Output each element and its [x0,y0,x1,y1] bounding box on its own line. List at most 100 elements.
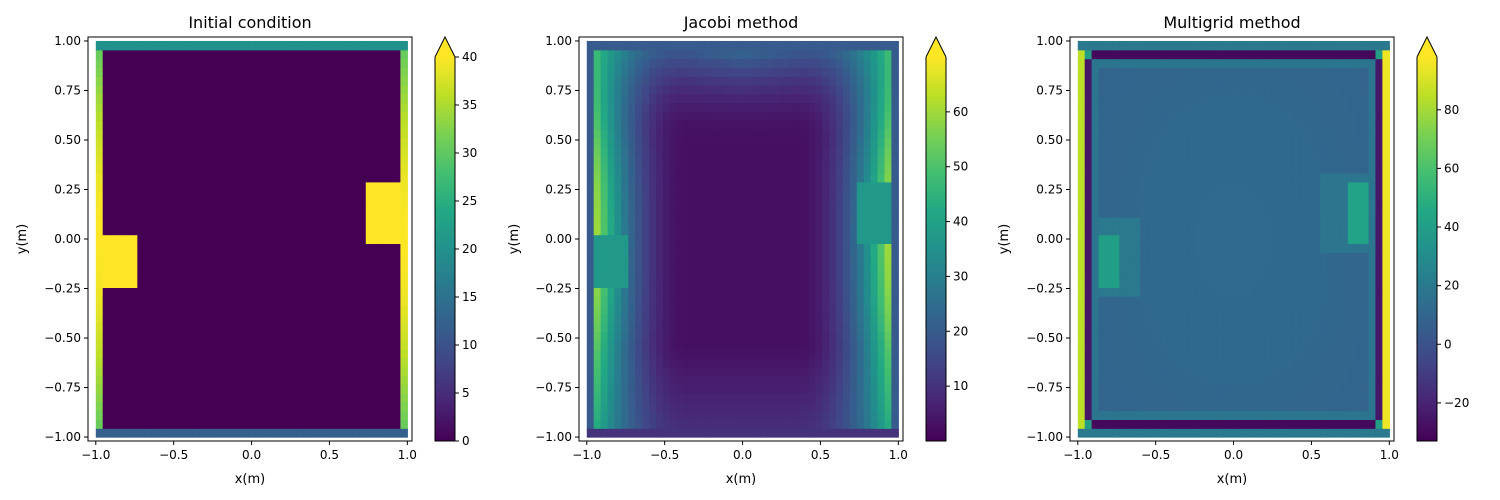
heatmap-cell [275,410,284,421]
heatmap-cell [891,102,899,112]
heatmap-cell [1119,313,1127,324]
heatmap-cell [822,84,830,95]
heatmap-cell [1188,322,1197,333]
heatmap-cell [241,296,249,306]
heatmap-cell [289,428,298,438]
heatmap-cell [1112,349,1120,359]
heatmap-cell [642,199,650,209]
heatmap-cell [296,322,305,333]
heatmap-cell [746,287,754,297]
heatmap-cell [192,261,201,271]
heatmap-cell [766,181,775,192]
heatmap-cell [884,164,892,174]
heatmap-cell [635,349,643,359]
heatmap-cell [386,375,395,385]
heatmap-cell [165,164,173,174]
heatmap-cell [697,49,706,60]
heatmap-cell [151,208,159,218]
heatmap-cell [1202,410,1210,421]
heatmap-cell [1112,111,1120,121]
heatmap-cell [261,375,270,385]
heatmap-cell [102,208,111,218]
heatmap-cell [171,384,180,394]
heatmap-cell [255,366,263,377]
heatmap-cell [891,164,899,174]
heatmap-cell [1147,305,1155,315]
heatmap-cell [1188,305,1197,315]
heatmap-cell [144,252,152,262]
heatmap-cell [822,393,830,403]
colorbar-tick-label: 20 [462,242,477,256]
heatmap-cell [1147,164,1155,174]
heatmap-cell [780,164,789,174]
heatmap-cell [1167,120,1176,130]
heatmap-cell [331,366,339,377]
heatmap-cell [102,164,111,174]
heatmap-cell [324,76,332,86]
heatmap-cell [649,287,657,297]
heatmap-cell [1126,137,1134,148]
heatmap-cell [891,76,899,86]
heatmap-cell [836,67,844,77]
heatmap-cell [884,84,892,95]
heatmap-cell [351,49,360,60]
heatmap-cell [171,120,180,130]
heatmap-cell [662,419,671,429]
heatmap-cell [338,208,346,218]
heatmap-cell [261,172,270,183]
heatmap-cell [248,137,256,148]
heatmap-cell [635,428,643,438]
heatmap-cell [1174,243,1183,253]
heatmap-cell [324,199,332,209]
heatmap-cell [116,146,125,156]
heatmap-cell [192,269,201,280]
heatmap-cell [842,349,851,359]
heatmap-cell [289,181,298,192]
heatmap-cell [241,155,249,165]
heatmap-cell [794,331,802,341]
heatmap-cell [358,164,367,174]
heatmap-cell [621,49,629,60]
heatmap-cell [365,190,374,200]
heatmap-cell [95,419,104,429]
heatmap-cell [171,172,180,183]
heatmap-cell [400,172,408,183]
heatmap-cell [815,269,823,280]
heatmap-cell [600,261,609,271]
heatmap-cell [642,322,650,333]
heatmap-cell [345,120,353,130]
heatmap-cell [676,322,685,333]
heatmap-cell [891,269,899,280]
heatmap-cell [248,322,256,333]
heatmap-cell [1188,111,1197,121]
heatmap-cell [296,384,305,394]
heatmap-cell [1195,120,1203,130]
heatmap-cell [607,384,616,394]
heatmap-cell [1119,120,1127,130]
heatmap-cell [628,375,636,385]
heatmap-cell [1147,366,1155,377]
heatmap-cell [1160,357,1169,368]
heatmap-cell [158,410,166,421]
heatmap-cell [649,58,657,68]
heatmap-cell [241,234,249,244]
heatmap-cell [808,252,816,262]
heatmap-cell [1174,67,1183,77]
heatmap-cell [255,93,263,104]
heatmap-cell [379,208,388,218]
heatmap-cell [649,340,657,350]
heatmap-cell [870,67,879,77]
heatmap-cell [1119,340,1127,350]
heatmap-cell [829,261,837,271]
heatmap-cell [165,349,173,359]
heatmap-cell [324,428,332,438]
heatmap-cell [137,313,145,324]
heatmap-cell [303,172,311,183]
heatmap-cell [345,384,353,394]
heatmap-cell [635,164,643,174]
heatmap-cell [842,199,851,209]
heatmap-cell [794,172,802,183]
heatmap-cell [151,278,159,289]
heatmap-cell [649,164,657,174]
heatmap-cell [801,128,809,139]
